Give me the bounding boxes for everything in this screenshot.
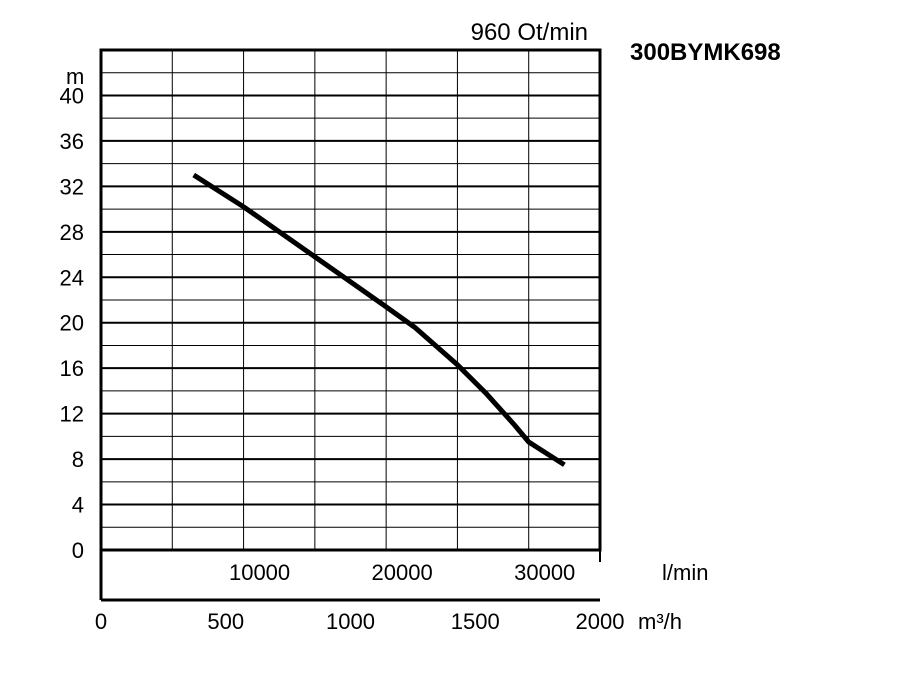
x-tick-labels-m3h: 0 500 1000 1500 2000 bbox=[95, 609, 625, 634]
x-tick-label-m3h: 1000 bbox=[326, 609, 375, 634]
y-tick-label: 20 bbox=[60, 311, 84, 336]
model-label: 300BYMK698 bbox=[630, 39, 781, 66]
y-tick-label: 4 bbox=[72, 493, 84, 518]
y-tick-label: 24 bbox=[60, 265, 84, 290]
y-tick-label: 36 bbox=[60, 129, 84, 154]
y-tick-label: 16 bbox=[60, 356, 84, 381]
y-tick-labels: 0 4 8 12 16 20 24 28 32 36 40 bbox=[60, 83, 84, 563]
x-axis-unit-lmin: l/min bbox=[662, 560, 708, 585]
x-tick-label-m3h: 0 bbox=[95, 609, 107, 634]
y-tick-label: 0 bbox=[72, 538, 84, 563]
y-axis-unit-label: m bbox=[66, 64, 84, 89]
x-tick-label-m3h: 500 bbox=[207, 609, 244, 634]
x-tick-label-m3h: 1500 bbox=[451, 609, 500, 634]
x-tick-label-lmin: 20000 bbox=[372, 560, 433, 585]
x-tick-label-lmin: 10000 bbox=[229, 560, 290, 585]
y-tick-label: 40 bbox=[60, 83, 84, 108]
y-tick-label: 12 bbox=[60, 402, 84, 427]
chart-title: 960 Ot/min bbox=[471, 19, 588, 46]
plot-frame bbox=[99, 48, 602, 602]
x-tick-label-lmin: 30000 bbox=[514, 560, 575, 585]
plot-border bbox=[99, 48, 602, 552]
x-tick-labels-lmin: 10000 20000 30000 bbox=[229, 560, 575, 585]
x-tick-label-m3h: 2000 bbox=[576, 609, 625, 634]
y-tick-label: 8 bbox=[72, 447, 84, 472]
series-lines bbox=[192, 172, 566, 467]
x-axis-unit-m3h: m³/h bbox=[638, 609, 682, 634]
y-tick-label: 32 bbox=[60, 174, 84, 199]
y-tick-label: 28 bbox=[60, 220, 84, 245]
head-curve-line bbox=[192, 172, 566, 467]
grid-lines bbox=[101, 50, 600, 550]
